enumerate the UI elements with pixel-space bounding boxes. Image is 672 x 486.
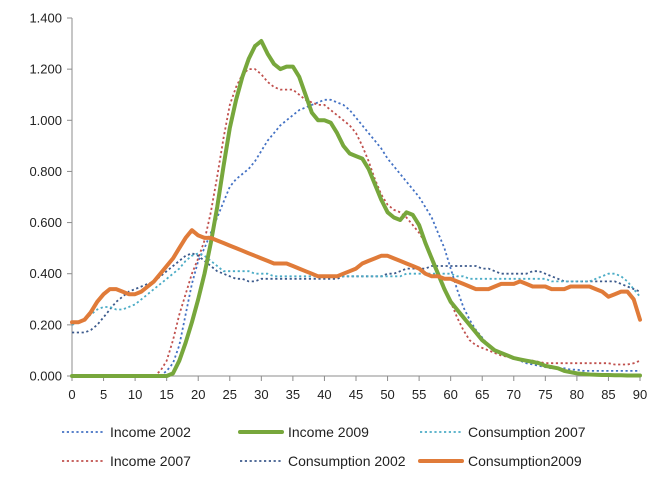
x-tick-label: 50 [380,387,394,402]
series-line-income-2009 [70,39,642,378]
x-tick-label: 15 [159,387,173,402]
axes: 0.000 0.200 0.400 0.600 0.800 1.000 1.200 1.400… [29,11,647,403]
x-tick-label: 0 [68,387,75,402]
y-tick-label: 1.400 [29,11,62,26]
y-tick-label: 0.200 [29,317,62,332]
x-tick-label: 85 [601,387,615,402]
x-tick-label: 25 [223,387,237,402]
legend-item: Income 2007 [62,453,191,469]
y-tick-label: 0.000 [29,369,62,384]
x-tick-label: 30 [254,387,268,402]
legend-label: Consumption2009 [468,453,582,469]
x-tick-label: 75 [538,387,552,402]
legend-label: Consumption 2007 [468,424,586,440]
y-tick-label: 1.000 [29,113,62,128]
legend-item: Consumption 2002 [240,453,406,469]
series-line-consumption2009 [70,228,642,325]
legend-item: Income 2009 [238,424,369,440]
x-tick-label: 10 [128,387,142,402]
x-tick-label: 40 [317,387,331,402]
x-tick-label: 80 [570,387,584,402]
x-tick-label: 60 [443,387,457,402]
x-tick-label: 70 [507,387,521,402]
x-tick-label: 35 [286,387,300,402]
y-tick-label: 1.200 [29,62,62,77]
y-tick-label: 0.400 [29,266,62,281]
series-line-consumption-2002 [72,252,641,334]
x-tick-label: 90 [633,387,647,402]
x-tick-label: 55 [412,387,426,402]
y-tick-label: 0.800 [29,164,62,179]
legend-item: Consumption2009 [418,453,582,469]
legend-label: Income 2002 [110,424,191,440]
x-tick-label: 20 [191,387,205,402]
x-tick-label: 5 [100,387,107,402]
legend: Income 2002 Income 2009 Consumption 2007 In… [62,424,586,469]
legend-item: Income 2002 [62,424,191,440]
legend-label: Income 2007 [110,453,191,469]
legend-label: Consumption 2002 [288,453,406,469]
series-line-income-2007 [153,68,641,377]
legend-label: Income 2009 [288,424,369,440]
series-lines [70,39,642,378]
x-tick-label: 45 [349,387,363,402]
series-line-income-2002 [159,98,640,377]
y-tick-label: 0.600 [29,215,62,230]
x-tick-label: 65 [475,387,489,402]
legend-item: Consumption 2007 [420,424,586,440]
